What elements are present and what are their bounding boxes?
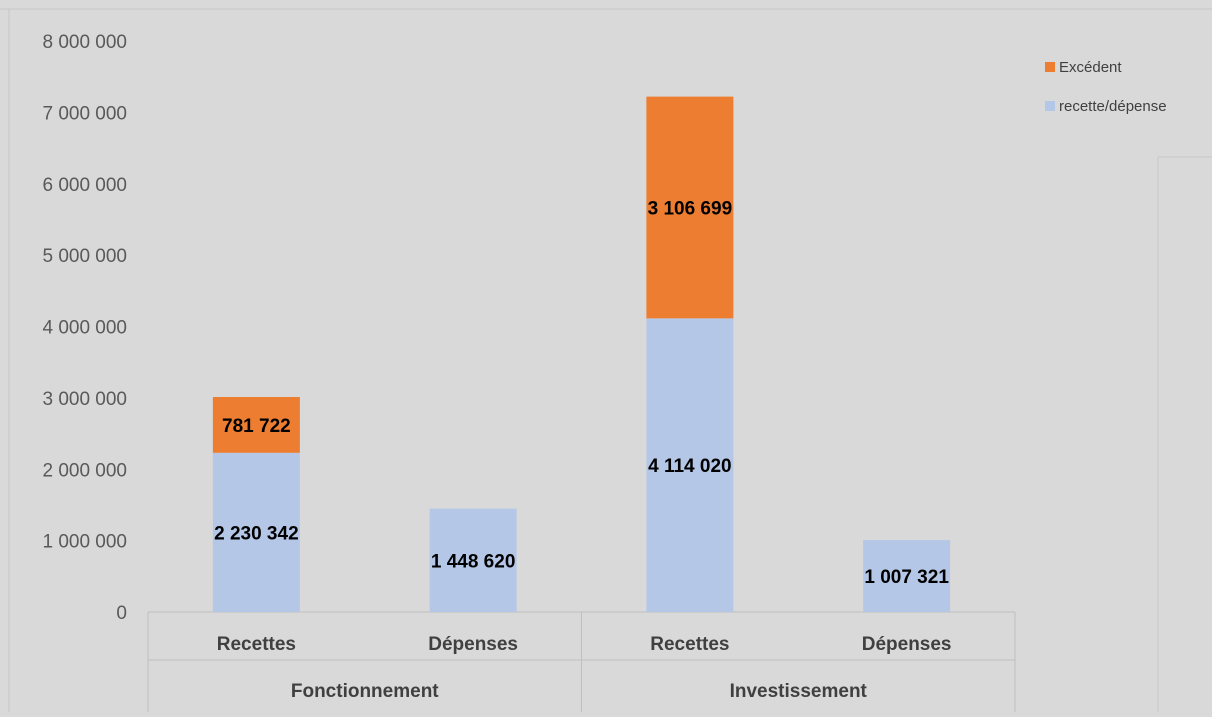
data-label: 2 230 342	[214, 523, 299, 544]
y-tick-label: 5 000 000	[42, 246, 127, 267]
data-label: 1 448 620	[431, 551, 516, 572]
legend-label: recette/dépense	[1059, 98, 1167, 115]
y-tick-label: 3 000 000	[42, 389, 127, 410]
legend-label: Excédent	[1059, 59, 1122, 76]
x-category-label: Dépenses	[862, 634, 952, 655]
bar-segment-recette-depense	[212, 452, 300, 612]
bar-segment-recette-depense	[863, 540, 951, 612]
y-tick-label: 6 000 000	[42, 175, 127, 196]
data-label: 4 114 020	[648, 456, 731, 477]
bar-segment-recette-depense	[429, 508, 517, 612]
y-tick-label: 2 000 000	[42, 460, 127, 481]
x-category-label: Recettes	[217, 634, 296, 655]
y-tick-label: 1 000 000	[42, 532, 127, 553]
bar-segment-recette-depense	[646, 318, 734, 612]
y-tick-label: 4 000 000	[42, 318, 127, 339]
axis-layer: 0 1 000 000 2 000 000 3 000 000 4 000 000 5 0…	[42, 32, 1016, 712]
legend: Excédent recette/dépense	[1045, 59, 1167, 115]
data-label: 1 007 321	[864, 567, 949, 588]
bar-segment-excedent	[212, 397, 300, 453]
data-labels-layer: 2 230 342 781 722 1 448 620 4 114 020 3 106 …	[214, 198, 949, 588]
x-group-label: Investissement	[730, 681, 868, 702]
legend-swatch	[1045, 101, 1055, 111]
x-category-label: Dépenses	[428, 634, 518, 655]
y-tick-label: 8 000 000	[42, 32, 127, 53]
bar-segment-excedent	[646, 96, 734, 319]
bars-layer	[212, 96, 951, 612]
y-tick-label: 0	[116, 603, 127, 624]
legend-swatch	[1045, 62, 1055, 72]
x-group-label: Fonctionnement	[291, 681, 439, 702]
y-tick-label: 7 000 000	[42, 103, 127, 124]
data-label: 3 106 699	[648, 198, 733, 219]
x-category-label: Recettes	[650, 634, 729, 655]
data-label: 781 722	[222, 416, 291, 437]
